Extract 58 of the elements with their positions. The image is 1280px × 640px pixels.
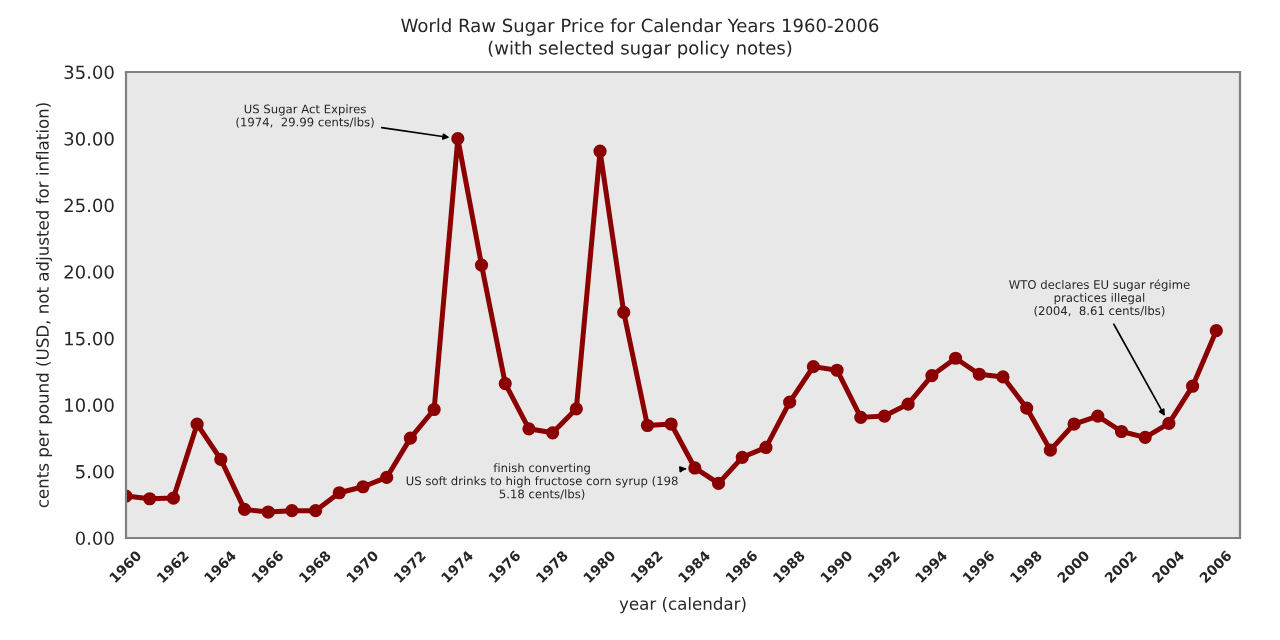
point <box>1186 379 1200 393</box>
point <box>735 450 749 464</box>
point <box>830 363 844 377</box>
point <box>640 418 655 433</box>
y-tick-label: 30.00 <box>64 132 114 146</box>
x-axis-title: year (calendar) <box>619 597 746 614</box>
point <box>1091 409 1105 423</box>
point <box>1209 324 1223 338</box>
point <box>1114 424 1129 439</box>
point <box>877 409 892 423</box>
point <box>285 504 299 518</box>
point <box>996 370 1010 384</box>
point <box>806 360 820 374</box>
point <box>759 440 773 455</box>
point <box>474 258 489 272</box>
point <box>688 461 702 475</box>
point <box>546 426 560 440</box>
y-tick-label: 35.00 <box>64 65 114 80</box>
point <box>356 480 370 494</box>
point <box>166 491 180 505</box>
point <box>380 470 394 485</box>
point <box>309 504 323 518</box>
point <box>214 452 228 467</box>
point <box>190 417 204 431</box>
point <box>593 144 607 158</box>
y-axis-title: cents per pound (USD, not adjusted for inflation) <box>35 103 53 508</box>
point <box>925 368 939 383</box>
chart-subtitle: (with selected sugar policy notes) <box>488 40 792 59</box>
point <box>498 376 512 391</box>
point <box>901 397 915 411</box>
point <box>664 417 678 431</box>
point <box>569 402 583 416</box>
point <box>261 505 275 519</box>
point <box>1043 443 1057 457</box>
point <box>143 492 157 506</box>
y-tick-label: 15.00 <box>65 331 114 346</box>
point <box>1138 430 1152 444</box>
point <box>1020 401 1034 415</box>
chart-title: World Raw Sugar Price for Calendar Years 1960-2006 <box>401 18 879 36</box>
y-tick-label: 10.00 <box>65 398 114 412</box>
point <box>1067 417 1081 431</box>
y-tick-label: 0.00 <box>75 531 114 546</box>
point <box>972 367 986 381</box>
point <box>783 395 797 409</box>
point <box>427 402 441 417</box>
point <box>237 502 252 516</box>
y-tick-label: 20.00 <box>64 265 114 279</box>
point <box>403 431 418 445</box>
point <box>711 476 726 491</box>
point <box>948 351 963 365</box>
y-tick-label: 25.00 <box>64 198 114 213</box>
point <box>451 132 465 146</box>
point <box>854 410 868 424</box>
point <box>1162 416 1176 430</box>
point <box>522 422 536 436</box>
y-tick-label: 5.00 <box>76 464 114 479</box>
point <box>617 305 631 319</box>
point <box>332 486 346 500</box>
